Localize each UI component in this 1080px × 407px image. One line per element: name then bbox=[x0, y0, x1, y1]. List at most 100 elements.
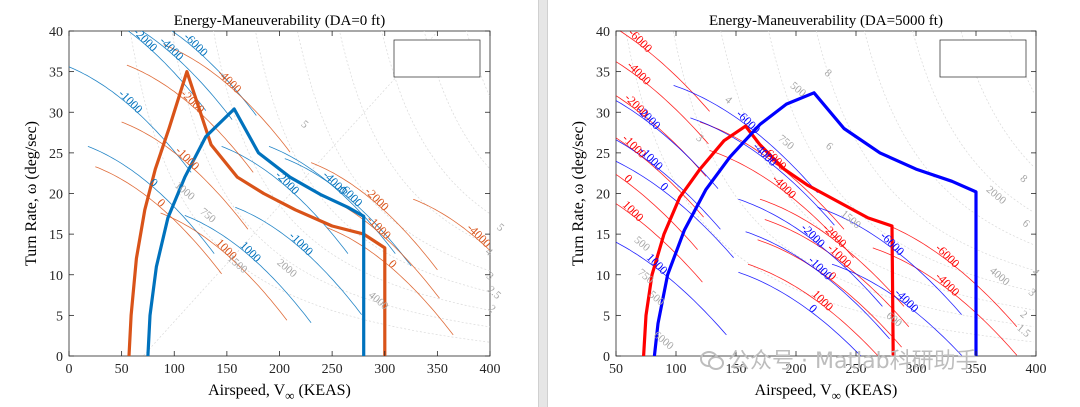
ps-contour-line bbox=[160, 212, 288, 321]
ps-contour-line bbox=[817, 206, 962, 315]
legend-box bbox=[939, 39, 1027, 78]
y-tick-label: 35 bbox=[596, 66, 610, 81]
ps-contour-line bbox=[673, 85, 818, 193]
gray-contour-label: 5 bbox=[494, 221, 506, 234]
x-tick-label: 100 bbox=[666, 362, 687, 377]
envelope-blue bbox=[146, 107, 366, 356]
chart-da-5000: -6000-4000-2000-100001000-6000-4000-2000… bbox=[570, 13, 1047, 403]
gray-contour bbox=[255, 31, 490, 293]
x-tick-label: 350 bbox=[966, 362, 987, 377]
gray-contour bbox=[672, 31, 1034, 327]
ps-contour-line bbox=[616, 203, 703, 283]
gray-contour bbox=[1009, 31, 1034, 93]
x-tick-label: 150 bbox=[726, 362, 747, 377]
x-tick-label: 300 bbox=[906, 362, 927, 377]
ps-contour-line bbox=[235, 206, 362, 315]
ps-contour-line bbox=[616, 160, 734, 258]
y-tick-label: 15 bbox=[49, 228, 63, 243]
ps-contour-line bbox=[872, 247, 1018, 356]
ps-contour-line bbox=[141, 31, 233, 120]
ps-contour-line bbox=[126, 64, 254, 173]
ps-contour-line bbox=[738, 271, 862, 356]
watermark-text: 公众号 · Matlab科研助手 bbox=[728, 349, 978, 374]
y-tick-label: 40 bbox=[49, 25, 63, 40]
y-tick-label: 10 bbox=[49, 269, 63, 284]
ps-contour-line bbox=[616, 173, 698, 250]
plot-area bbox=[68, 30, 491, 357]
ps-contour-line bbox=[619, 31, 710, 112]
y-tick-label: 20 bbox=[596, 188, 610, 203]
y-tick-label: 0 bbox=[56, 350, 63, 365]
y-tick-label: 30 bbox=[49, 106, 63, 121]
x-axis-label: Airspeed, V∞ (KEAS) bbox=[755, 382, 898, 403]
gray-contour bbox=[142, 31, 490, 356]
ps-contour-line bbox=[745, 231, 890, 340]
y-tick-label: 20 bbox=[49, 188, 63, 203]
y-tick-label: 15 bbox=[596, 228, 610, 243]
y-axis-label: Turn Rate, ω (deg/sec) bbox=[570, 121, 587, 266]
y-tick-label: 10 bbox=[596, 269, 610, 284]
x-tick-label: 400 bbox=[1026, 362, 1047, 377]
chart-title: Energy-Maneuverability (DA=5000 ft) bbox=[709, 13, 943, 29]
y-tick-label: 0 bbox=[603, 350, 610, 365]
x-tick-label: 100 bbox=[164, 362, 185, 377]
gray-contour bbox=[816, 31, 1034, 271]
chart-title: Energy-Maneuverability (DA=0 ft) bbox=[174, 13, 385, 29]
gray-contour-label: 2 bbox=[486, 303, 498, 316]
y-tick-label: 35 bbox=[49, 66, 63, 81]
ps-contour-line bbox=[616, 139, 721, 230]
x-tick-label: 400 bbox=[480, 362, 501, 377]
wechat-logo-icon bbox=[700, 351, 724, 370]
ps-contour-line bbox=[69, 66, 192, 173]
ps-contour-line bbox=[127, 31, 207, 111]
gray-contour bbox=[960, 31, 1034, 167]
gray-contour bbox=[625, 31, 1034, 343]
ps-contour-line bbox=[616, 61, 709, 145]
gray-contour bbox=[297, 31, 490, 272]
y-tick-label: 25 bbox=[596, 147, 610, 162]
x-tick-label: 200 bbox=[786, 362, 807, 377]
gray-contour bbox=[129, 31, 490, 343]
watermark: 公众号 · Matlab科研助手 bbox=[700, 343, 978, 375]
ps-contour-line bbox=[95, 166, 222, 275]
envelope-orange bbox=[127, 70, 387, 356]
y-tick-label: 5 bbox=[56, 309, 63, 324]
y-axis-label: Turn Rate, ω (deg/sec) bbox=[23, 121, 40, 266]
ps-contour-line bbox=[757, 239, 902, 348]
gray-contour bbox=[912, 31, 1034, 213]
ps-contour-line bbox=[759, 198, 905, 307]
x-axis-label: Airspeed, V∞ (KEAS) bbox=[208, 382, 351, 403]
x-tick-label: 300 bbox=[374, 362, 395, 377]
x-tick-label: 50 bbox=[115, 362, 129, 377]
ps-contour-line bbox=[764, 219, 910, 328]
x-tick-label: 50 bbox=[609, 362, 623, 377]
ps-contour-line bbox=[310, 162, 438, 271]
gray-contour bbox=[171, 31, 490, 328]
x-tick-label: 200 bbox=[269, 362, 290, 377]
ps-contour-line bbox=[690, 117, 835, 226]
gray-contour bbox=[213, 31, 490, 311]
ps-contour-line bbox=[413, 198, 490, 252]
envelope-blue-5000 bbox=[652, 91, 978, 356]
y-tick-label: 30 bbox=[596, 106, 610, 121]
y-tick-label: 5 bbox=[603, 309, 610, 324]
ps-contour-line bbox=[121, 121, 249, 230]
panel-divider bbox=[538, 0, 548, 407]
gray-contour-label: 2 bbox=[1018, 308, 1030, 321]
gray-contour bbox=[339, 31, 490, 247]
legend-box bbox=[393, 39, 481, 78]
x-tick-label: 0 bbox=[66, 362, 73, 377]
ps-contour-line bbox=[284, 158, 412, 267]
x-tick-label: 350 bbox=[427, 362, 448, 377]
x-tick-label: 250 bbox=[846, 362, 867, 377]
ps-contour-line bbox=[699, 121, 845, 230]
ps-contour-line bbox=[326, 227, 454, 336]
contour-layer: -6000-4000-2000-100001000-6000-4000-2000… bbox=[616, 31, 1034, 356]
ps-contour-line bbox=[171, 31, 257, 116]
ps-contour-line bbox=[747, 263, 879, 356]
ps-contour-line bbox=[184, 215, 312, 323]
x-tick-label: 250 bbox=[322, 362, 343, 377]
ps-contour-line bbox=[163, 44, 291, 153]
